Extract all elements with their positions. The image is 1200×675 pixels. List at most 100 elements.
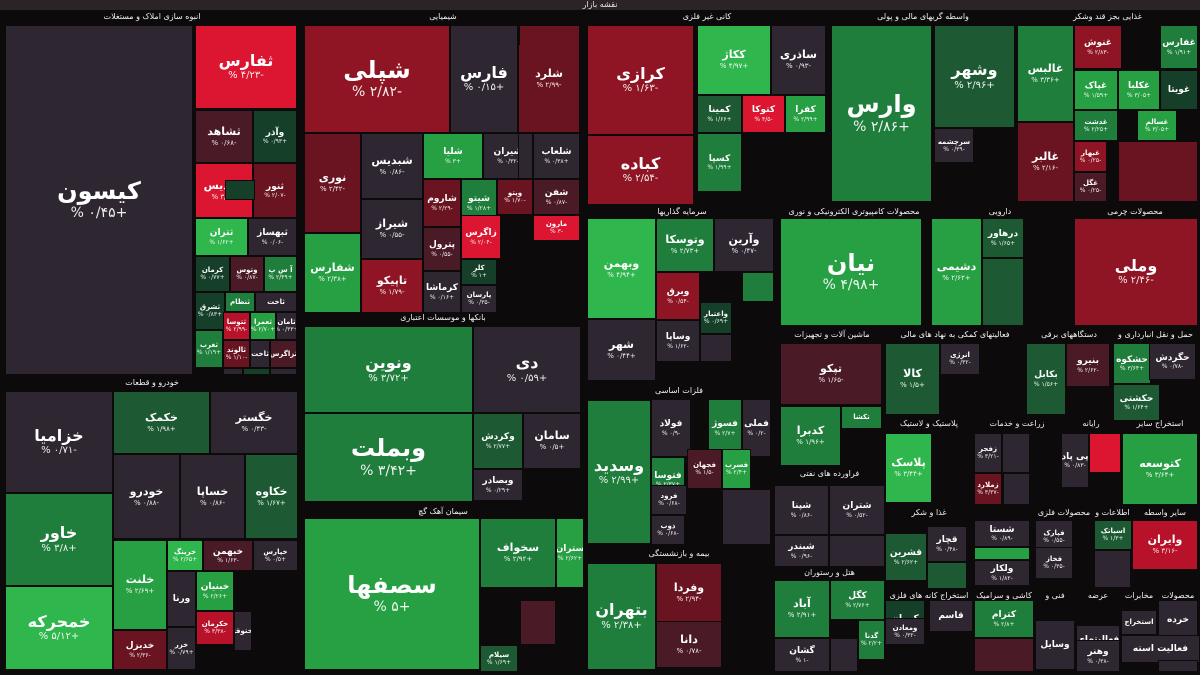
stock-tile[interactable]: شتران -۰/۵۲ % xyxy=(829,485,885,535)
stock-tile[interactable]: شلیا +۳ % xyxy=(423,133,483,179)
stock-tile[interactable]: وسدید +۲/۹۹ % xyxy=(587,400,651,544)
stock-tile[interactable]: ثبهساز -۰/۰۶ % xyxy=(248,218,297,256)
stock-tile[interactable]: خزر +۰/۷۹ % xyxy=(167,627,196,670)
stock-tile[interactable]: مارون -۳ % xyxy=(533,215,580,241)
stock-tile[interactable]: شفارس +۲/۳۸ % xyxy=(304,233,361,313)
stock-tile[interactable]: آ س پ +۲/۴۹ % xyxy=(264,256,297,292)
stock-tile[interactable]: کترام +۲/۸ % xyxy=(974,600,1034,638)
stock-tile[interactable]: وکردش +۲/۷۷ % xyxy=(473,413,523,469)
stock-tile[interactable] xyxy=(1017,202,1019,204)
stock-tile[interactable]: خمحرکه +۵/۱۲ % xyxy=(5,586,113,670)
stock-tile[interactable]: فرود -۰/۶۸ % xyxy=(651,485,687,515)
stock-tile[interactable] xyxy=(243,368,270,375)
stock-tile[interactable]: کلر +۱ % xyxy=(461,259,497,285)
stock-tile[interactable]: غالبس +۳/۳۶ % xyxy=(1017,25,1074,122)
stock-tile[interactable]: وتوس -۰/۸۷ % xyxy=(230,256,264,292)
stock-tile[interactable]: فارس +۰/۱۵ % xyxy=(450,25,518,133)
stock-tile[interactable]: کگل +۲/۷۶ % xyxy=(830,580,885,620)
stock-tile[interactable]: قچار -۰/۴۸ % xyxy=(927,526,967,562)
stock-tile[interactable]: شلعاب +۰/۳۸ % xyxy=(533,133,580,179)
stock-tile[interactable]: وآذر +۰/۹۳ % xyxy=(253,110,297,163)
stock-tile[interactable]: تپکو -۱/۶۵ % xyxy=(780,343,882,405)
stock-tile[interactable]: سصفها +۵ % xyxy=(304,518,480,670)
stock-tile[interactable]: ومعادن -۰/۳۲ % xyxy=(885,618,925,645)
stock-tile[interactable]: ثغرب +۱/۱۹ % xyxy=(195,330,223,368)
stock-tile[interactable]: کرماشا +۰/۱۶ % xyxy=(423,271,461,313)
stock-tile[interactable]: بنیرو -۲/۶۲ % xyxy=(1066,343,1110,387)
stock-tile[interactable]: ثعمرا +۲/۷۰ % xyxy=(250,312,276,340)
stock-tile[interactable]: ثنظام xyxy=(225,292,255,312)
stock-tile[interactable] xyxy=(223,368,243,375)
stock-tile[interactable]: آباد +۲/۹۱ % xyxy=(774,580,830,638)
stock-tile[interactable]: وبهمن +۴/۹۴ % xyxy=(587,218,656,319)
stock-tile[interactable] xyxy=(1094,550,1131,588)
stock-tile[interactable]: غکلبا +۳/۰۵ % xyxy=(1118,70,1160,110)
stock-tile[interactable]: استخراج xyxy=(1121,610,1157,635)
stock-tile[interactable]: سرچشمه -۰/۳۹ % xyxy=(934,128,974,163)
stock-tile[interactable]: ثتوسا -۲/۹۹ % xyxy=(223,312,250,340)
stock-tile[interactable]: خپارس +۰/۵ % xyxy=(253,540,298,571)
stock-tile[interactable]: وارس +۲/۸۶ % xyxy=(831,25,932,202)
stock-tile[interactable]: وتوسکا +۲/۷۳ % xyxy=(656,218,714,272)
stock-tile[interactable]: شبندر -۰/۹۶ % xyxy=(774,535,829,567)
stock-tile[interactable]: ثتران +۱/۶۲ % xyxy=(195,218,248,256)
stock-tile[interactable]: وسایل xyxy=(1035,620,1075,670)
stock-tile[interactable]: ثاخت xyxy=(250,340,270,368)
stock-tile[interactable]: شپنا -۰/۸۶ % xyxy=(774,485,829,535)
stock-tile[interactable]: وفردا -۲/۹۴ % xyxy=(656,563,722,622)
stock-tile[interactable]: کالا +۱/۵ % xyxy=(885,343,940,415)
stock-tile[interactable]: کفرا +۲/۹۹ % xyxy=(785,95,826,133)
stock-tile[interactable]: زفجر -۳/۲۱ % xyxy=(974,433,1002,473)
stock-tile[interactable]: فخاز -۰/۳۵ % xyxy=(1035,547,1073,579)
stock-tile[interactable]: سیلام +۱/۶۹ % xyxy=(480,645,518,672)
stock-tile[interactable]: وهنر -۰/۳۸ % xyxy=(1076,640,1120,672)
stock-tile[interactable] xyxy=(974,547,1030,560)
stock-tile[interactable]: وبرق -۰/۵۴ % xyxy=(656,272,700,320)
stock-tile[interactable]: وملی -۲/۴۶ % xyxy=(1074,218,1198,326)
stock-tile[interactable]: فعالیت استه xyxy=(1121,635,1200,663)
stock-tile[interactable]: سخواف +۲/۹۲ % xyxy=(480,518,556,588)
stock-tile[interactable]: ثاخت xyxy=(255,292,297,312)
stock-tile[interactable]: کدبرا +۱/۹۶ % xyxy=(780,406,841,466)
stock-tile[interactable] xyxy=(722,489,771,545)
stock-tile[interactable] xyxy=(518,133,533,179)
stock-tile[interactable]: خدیزل -۲/۳۶ % xyxy=(113,630,167,670)
stock-tile[interactable]: ثپردیس-۳/۳۳ % xyxy=(195,163,253,218)
stock-tile[interactable]: غگل -۰/۲۵ % xyxy=(1074,172,1107,202)
stock-tile[interactable]: غالبر -۲/۱۶ % xyxy=(1017,122,1074,202)
stock-tile[interactable]: خلنت +۲/۶۹ % xyxy=(113,540,167,630)
stock-tile[interactable]: کسپا +۱/۹۹ % xyxy=(697,133,742,192)
stock-tile[interactable]: غنوش -۲/۸۳ % xyxy=(1074,25,1122,69)
stock-tile[interactable]: ثالوند -۱/۱۰ % xyxy=(223,340,250,368)
stock-tile[interactable]: غپاک +۱/۵۹ % xyxy=(1074,70,1118,110)
stock-tile[interactable]: ثشرق +۰/۸۳ % xyxy=(195,292,225,330)
stock-tile[interactable]: ثامان+۰/۳۳ % xyxy=(276,312,297,340)
stock-tile[interactable]: وساپا -۱/۶۲ % xyxy=(656,320,700,362)
stock-tile[interactable] xyxy=(270,368,297,375)
stock-tile[interactable]: خکمک +۱/۹۸ % xyxy=(113,391,210,454)
stock-tile[interactable]: قشرین +۲/۶۲ % xyxy=(885,533,927,581)
stock-tile[interactable]: کیسون +۰/۴۵ % xyxy=(5,25,193,375)
stock-tile[interactable]: فولاد -۰/۹ % xyxy=(651,399,691,457)
stock-tile[interactable]: درهاور +۱/۶۵ % xyxy=(982,218,1024,258)
stock-tile[interactable]: نیان +۴/۹۸ % xyxy=(780,218,922,326)
stock-tile[interactable] xyxy=(1118,141,1198,202)
stock-tile[interactable]: گشان -۱ % xyxy=(774,638,830,672)
stock-tile[interactable]: پترول -۰/۵۵ % xyxy=(423,227,461,271)
stock-tile[interactable]: انرژی -۰/۳۲ % xyxy=(940,343,980,375)
stock-tile[interactable]: وبصادر +۰/۲۹ % xyxy=(473,469,523,501)
stock-tile[interactable]: قاسم xyxy=(929,600,973,632)
stock-tile[interactable]: غویتا xyxy=(1160,70,1198,110)
stock-tile[interactable]: تکشا xyxy=(841,406,882,429)
stock-tile[interactable]: ساذری -۰/۹۳ % xyxy=(771,25,826,95)
stock-tile[interactable]: خزامیا -۰/۷۱ % xyxy=(5,391,113,493)
stock-tile[interactable]: دشیمی +۲/۶۲ % xyxy=(931,218,982,326)
stock-tile[interactable]: کمینا +۱/۶۶ % xyxy=(697,95,742,133)
stock-tile[interactable]: شپلی -۲/۸۲ % xyxy=(304,25,450,133)
stock-tile[interactable]: شبدیس -۰/۸۶ % xyxy=(361,133,423,199)
stock-tile[interactable]: شاروم -۲/۲۹ % xyxy=(423,179,461,227)
stock-tile[interactable]: کتوسعه +۳/۶۴ % xyxy=(1122,433,1198,505)
stock-tile[interactable]: ثفارس -۴/۲۳ % xyxy=(195,25,297,109)
stock-tile[interactable] xyxy=(700,334,732,362)
stock-tile[interactable]: پارسان -۰/۳۵ % xyxy=(461,285,497,313)
